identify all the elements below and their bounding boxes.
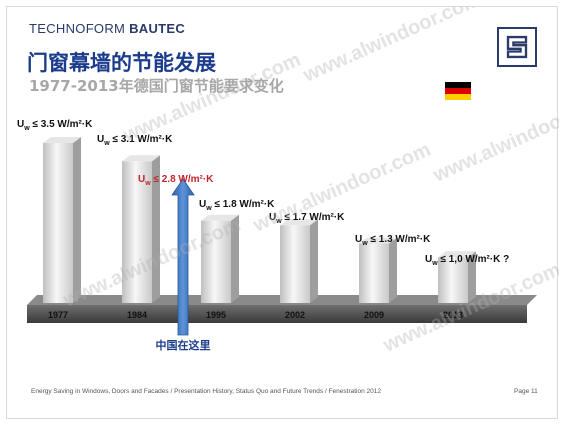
bar-top	[122, 155, 160, 162]
bar-front	[43, 143, 73, 303]
data-label-2013: Uw ≤ 1,0 W/m²·K ?	[425, 254, 509, 267]
highlight-label-china: Uw ≤ 2.8 W/m²·K	[138, 174, 214, 187]
tick-label-1977: 1977	[48, 310, 68, 320]
bar-2013	[438, 251, 476, 303]
bar-front	[201, 220, 231, 303]
bar-top	[438, 251, 476, 258]
data-label-1977: Uw ≤ 3.5 W/m²·K	[17, 119, 93, 132]
page-subtitle: 1977-2013年德国门窗节能要求变化	[29, 77, 284, 95]
data-label-2002: Uw ≤ 1.7 W/m²·K	[269, 212, 345, 225]
bar-side	[310, 219, 318, 303]
footer-text: Energy Saving in Windows, Doors and Faca…	[31, 388, 381, 395]
bar-side	[389, 237, 397, 303]
bar-front	[280, 225, 310, 303]
bar-top	[201, 214, 239, 221]
u-value-bar-chart: 1977 1984 1995 2002 2009 2013 Uw ≤ 3.5 W/m²·K U…	[17, 119, 537, 352]
tick-label-2002: 2002	[285, 310, 305, 320]
german-flag-icon	[445, 82, 471, 100]
tick-label-2013: 2013	[443, 310, 463, 320]
slide: TECHNOFORM BAUTEC 门窗幕墙的节能发展 1977-2013年德国…	[6, 6, 559, 419]
bar-1995	[201, 214, 239, 303]
bar-side	[231, 214, 239, 303]
bar-side	[152, 155, 160, 303]
tick-label-1984: 1984	[127, 310, 147, 320]
bar-1984	[122, 155, 160, 303]
china-arrow-icon	[171, 178, 195, 336]
bar-front	[122, 161, 152, 303]
data-label-2009: Uw ≤ 1.3 W/m²·K	[355, 234, 431, 247]
bar-side	[468, 251, 476, 303]
technoform-logo	[497, 27, 537, 67]
bar-front	[359, 243, 389, 303]
tick-label-1995: 1995	[206, 310, 226, 320]
page-number: Page 11	[514, 388, 538, 395]
data-label-1984: Uw ≤ 3.1 W/m²·K	[97, 134, 173, 147]
bar-side	[73, 137, 81, 303]
brand-name-bold: BAUTEC	[129, 21, 186, 36]
bar-top	[359, 237, 397, 244]
bar-front	[438, 257, 468, 303]
bar-top	[280, 219, 318, 226]
bar-2009	[359, 237, 397, 303]
bar-2002	[280, 219, 318, 303]
china-arrow-label: 中国在这里	[156, 338, 211, 352]
bar-top	[43, 137, 81, 143]
bar-1977	[43, 137, 81, 303]
chart-floor	[27, 305, 527, 323]
brand-name-light: TECHNOFORM	[29, 21, 126, 36]
tick-label-2009: 2009	[364, 310, 384, 320]
page-title: 门窗幕墙的节能发展	[27, 51, 216, 75]
brand-name: TECHNOFORM BAUTEC	[29, 21, 185, 36]
data-label-1995: Uw ≤ 1.8 W/m²·K	[199, 199, 275, 212]
